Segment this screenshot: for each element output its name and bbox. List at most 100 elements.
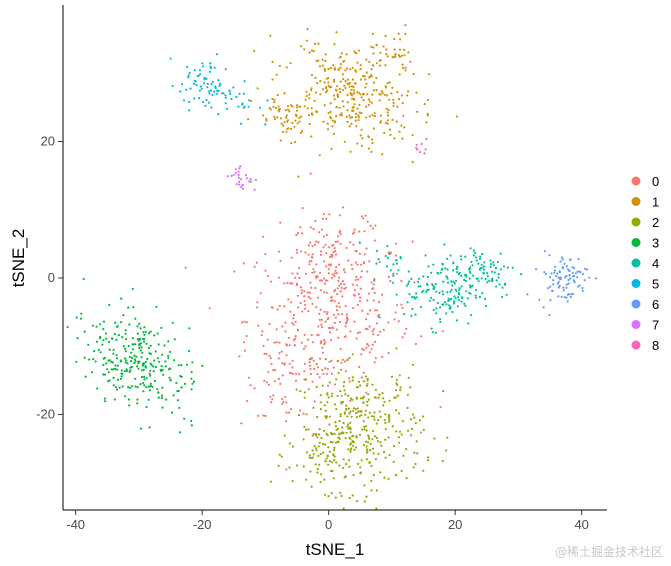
point-cluster-4 bbox=[441, 290, 444, 293]
x-axis-title: tSNE_1 bbox=[306, 540, 365, 559]
point-cluster-4 bbox=[497, 273, 500, 276]
point-cluster-0 bbox=[337, 235, 340, 238]
point-cluster-1 bbox=[324, 53, 327, 56]
point-cluster-2 bbox=[328, 460, 331, 463]
point-cluster-0 bbox=[289, 372, 293, 375]
point-cluster-0 bbox=[320, 340, 323, 343]
point-cluster-0 bbox=[374, 224, 377, 227]
point-cluster-0 bbox=[242, 341, 246, 344]
point-cluster-4 bbox=[520, 273, 523, 276]
point-cluster-4 bbox=[495, 279, 498, 282]
point-cluster-4 bbox=[472, 274, 475, 277]
point-cluster-3 bbox=[125, 359, 128, 362]
point-cluster-2 bbox=[311, 456, 314, 459]
point-cluster-0 bbox=[323, 277, 326, 280]
point-cluster-1 bbox=[401, 63, 404, 66]
point-cluster-3 bbox=[144, 360, 148, 363]
point-cluster-0 bbox=[348, 377, 351, 380]
point-cluster-2 bbox=[363, 425, 366, 428]
point-cluster-2 bbox=[342, 400, 345, 403]
point-cluster-0 bbox=[401, 336, 404, 339]
point-cluster-3 bbox=[139, 327, 142, 330]
point-cluster-1 bbox=[317, 42, 320, 45]
point-cluster-2 bbox=[299, 389, 302, 393]
point-cluster-1 bbox=[423, 103, 426, 106]
point-cluster-2 bbox=[318, 428, 321, 431]
point-cluster-3 bbox=[136, 332, 139, 335]
point-cluster-3 bbox=[136, 398, 139, 401]
point-cluster-4 bbox=[415, 292, 418, 295]
point-cluster-0 bbox=[366, 328, 369, 331]
point-cluster-3 bbox=[146, 357, 149, 360]
point-cluster-4 bbox=[483, 268, 486, 271]
point-cluster-0 bbox=[361, 348, 364, 351]
point-cluster-6 bbox=[557, 280, 560, 283]
point-cluster-2 bbox=[395, 378, 398, 381]
point-cluster-0 bbox=[243, 320, 246, 323]
point-cluster-4 bbox=[458, 288, 461, 292]
point-cluster-3 bbox=[124, 332, 127, 335]
point-cluster-4 bbox=[446, 277, 449, 280]
point-cluster-2 bbox=[309, 456, 312, 459]
point-cluster-1 bbox=[353, 50, 356, 53]
point-cluster-3 bbox=[169, 367, 172, 370]
point-cluster-1 bbox=[362, 92, 365, 95]
point-cluster-0 bbox=[360, 353, 363, 356]
point-cluster-8 bbox=[425, 137, 428, 141]
point-cluster-2 bbox=[332, 449, 336, 452]
point-cluster-3 bbox=[116, 378, 119, 381]
point-cluster-2 bbox=[412, 466, 415, 469]
point-cluster-0 bbox=[315, 276, 318, 280]
point-cluster-0 bbox=[293, 344, 296, 347]
point-cluster-0 bbox=[291, 366, 294, 369]
point-cluster-0 bbox=[243, 349, 247, 352]
point-cluster-2 bbox=[378, 410, 381, 413]
point-cluster-2 bbox=[323, 443, 327, 446]
point-cluster-1 bbox=[354, 52, 357, 55]
point-cluster-1 bbox=[370, 150, 373, 153]
point-cluster-1 bbox=[303, 48, 306, 51]
point-cluster-4 bbox=[469, 266, 472, 269]
point-cluster-0 bbox=[368, 351, 371, 354]
point-cluster-3 bbox=[152, 370, 155, 373]
point-cluster-3 bbox=[130, 360, 133, 363]
point-cluster-1 bbox=[304, 98, 307, 101]
point-cluster-8 bbox=[424, 148, 427, 151]
point-cluster-2 bbox=[421, 415, 425, 418]
point-cluster-1 bbox=[372, 52, 375, 55]
point-cluster-6 bbox=[570, 293, 573, 296]
point-cluster-2 bbox=[359, 397, 363, 400]
point-cluster-0 bbox=[290, 256, 293, 259]
point-cluster-6 bbox=[559, 260, 562, 263]
point-cluster-3 bbox=[132, 306, 135, 309]
point-cluster-2 bbox=[376, 440, 380, 443]
point-cluster-6 bbox=[549, 285, 552, 288]
point-cluster-1 bbox=[310, 107, 313, 110]
point-cluster-1 bbox=[332, 64, 335, 67]
point-cluster-1 bbox=[371, 93, 374, 96]
point-cluster-1 bbox=[381, 153, 384, 156]
point-cluster-1 bbox=[289, 104, 293, 107]
point-cluster-5 bbox=[232, 86, 235, 89]
point-cluster-1 bbox=[393, 137, 396, 140]
point-cluster-3 bbox=[87, 343, 90, 346]
point-cluster-2 bbox=[264, 414, 267, 418]
point-cluster-1 bbox=[358, 111, 361, 114]
point-cluster-0 bbox=[284, 330, 287, 333]
point-cluster-3 bbox=[112, 384, 115, 387]
point-cluster-4 bbox=[450, 288, 453, 291]
point-cluster-2 bbox=[349, 410, 352, 413]
point-cluster-4 bbox=[448, 307, 451, 310]
point-cluster-2 bbox=[345, 431, 348, 434]
point-cluster-1 bbox=[286, 104, 289, 108]
point-cluster-1 bbox=[345, 115, 348, 119]
point-cluster-5 bbox=[243, 80, 246, 83]
point-cluster-0 bbox=[324, 320, 327, 323]
point-cluster-0 bbox=[280, 350, 283, 353]
point-cluster-4 bbox=[430, 271, 433, 274]
point-cluster-0 bbox=[294, 379, 298, 382]
point-cluster-3 bbox=[173, 338, 176, 341]
point-cluster-0 bbox=[292, 313, 295, 317]
point-cluster-1 bbox=[365, 105, 368, 108]
point-cluster-6 bbox=[571, 271, 575, 274]
